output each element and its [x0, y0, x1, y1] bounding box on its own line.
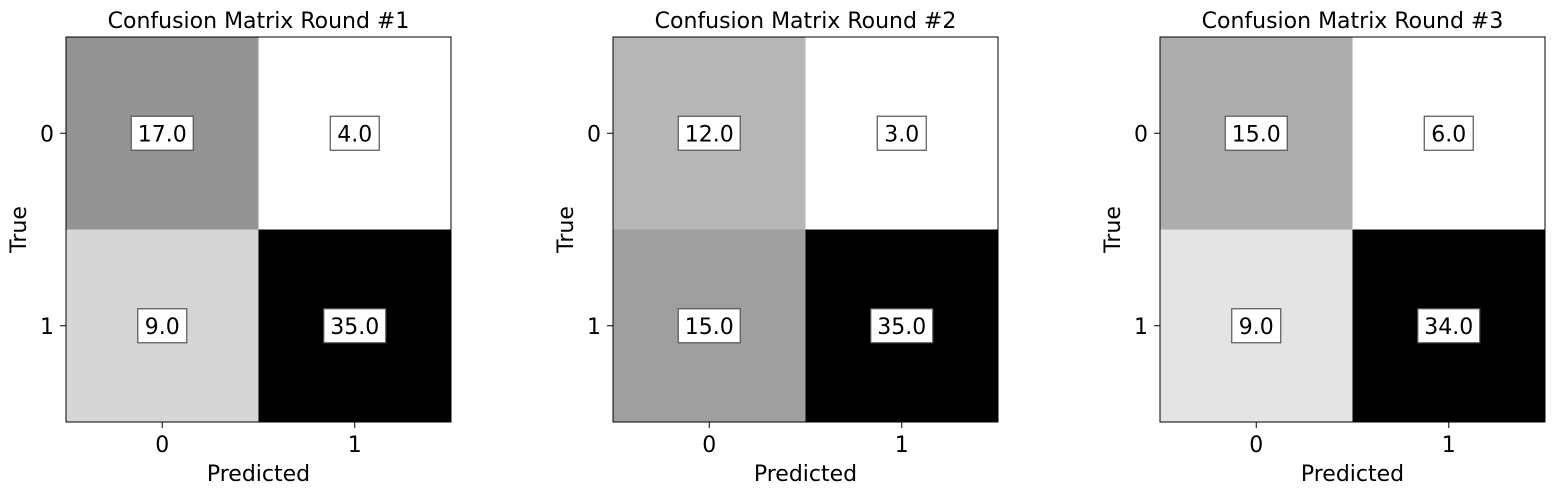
cell-value-label: 17.0 — [138, 122, 187, 147]
x-axis-label: Predicted — [207, 462, 310, 487]
chart-panel-3: 15.0 6.0 9.0 34.0 Confusion Matrix Round #3 0… — [1101, 9, 1546, 487]
chart-title: Confusion Matrix Round #2 — [655, 9, 957, 34]
chart-title: Confusion Matrix Round #3 — [1202, 9, 1504, 34]
cell-label-box — [1417, 308, 1481, 344]
cell-label-box — [876, 115, 927, 151]
y-tick-label: 0 — [1134, 122, 1148, 147]
cell-value-label: 9.0 — [1239, 315, 1274, 340]
y-tick-label: 1 — [40, 315, 54, 340]
x-axis-label: Predicted — [1301, 462, 1404, 487]
x-tick-label: 0 — [1249, 433, 1263, 458]
x-tick-label: 0 — [155, 433, 169, 458]
y-axis-label: True — [7, 206, 32, 254]
y-tick-label: 1 — [1134, 315, 1148, 340]
cell-label-box — [130, 115, 194, 151]
cell-value-label: 15.0 — [1232, 122, 1281, 147]
cell-value-label: 12.0 — [685, 122, 734, 147]
plot-frame — [1159, 36, 1546, 423]
chart-panel-2: 12.0 3.0 15.0 35.0 Confusion Matrix Round #2… — [554, 9, 999, 487]
plot-frame — [65, 36, 452, 423]
cell-label-box — [1231, 308, 1282, 344]
plot-frame — [612, 36, 999, 423]
chart-panel-1: 17.0 4.0 9.0 35.0 Confusion Matrix Round #1 0… — [7, 9, 452, 487]
cell-value-label: 6.0 — [1431, 122, 1466, 147]
cell-label-box — [677, 115, 741, 151]
cell-label-box — [137, 308, 188, 344]
cell-label-box — [329, 115, 380, 151]
chart-title: Confusion Matrix Round #1 — [108, 9, 410, 34]
cell-label-box — [323, 308, 387, 344]
cell-value-label: 15.0 — [685, 315, 734, 340]
cell-value-label: 3.0 — [884, 122, 919, 147]
cell-value-label: 9.0 — [145, 315, 180, 340]
y-axis-label: True — [554, 206, 579, 254]
cell-label-box — [677, 308, 741, 344]
x-axis-label: Predicted — [754, 462, 857, 487]
cell-label-box — [1224, 115, 1288, 151]
y-tick-label: 1 — [587, 315, 601, 340]
y-tick-label: 0 — [587, 122, 601, 147]
y-axis-label: True — [1101, 206, 1126, 254]
x-tick-label: 1 — [1442, 433, 1456, 458]
x-tick-label: 1 — [895, 433, 909, 458]
y-tick-label: 0 — [40, 122, 54, 147]
cell-label-box — [1423, 115, 1474, 151]
cell-value-label: 34.0 — [1424, 315, 1473, 340]
x-tick-label: 1 — [348, 433, 362, 458]
cell-value-label: 4.0 — [337, 122, 372, 147]
cell-label-box — [870, 308, 934, 344]
cell-value-label: 35.0 — [330, 315, 379, 340]
cell-value-label: 35.0 — [877, 315, 926, 340]
x-tick-label: 0 — [702, 433, 716, 458]
